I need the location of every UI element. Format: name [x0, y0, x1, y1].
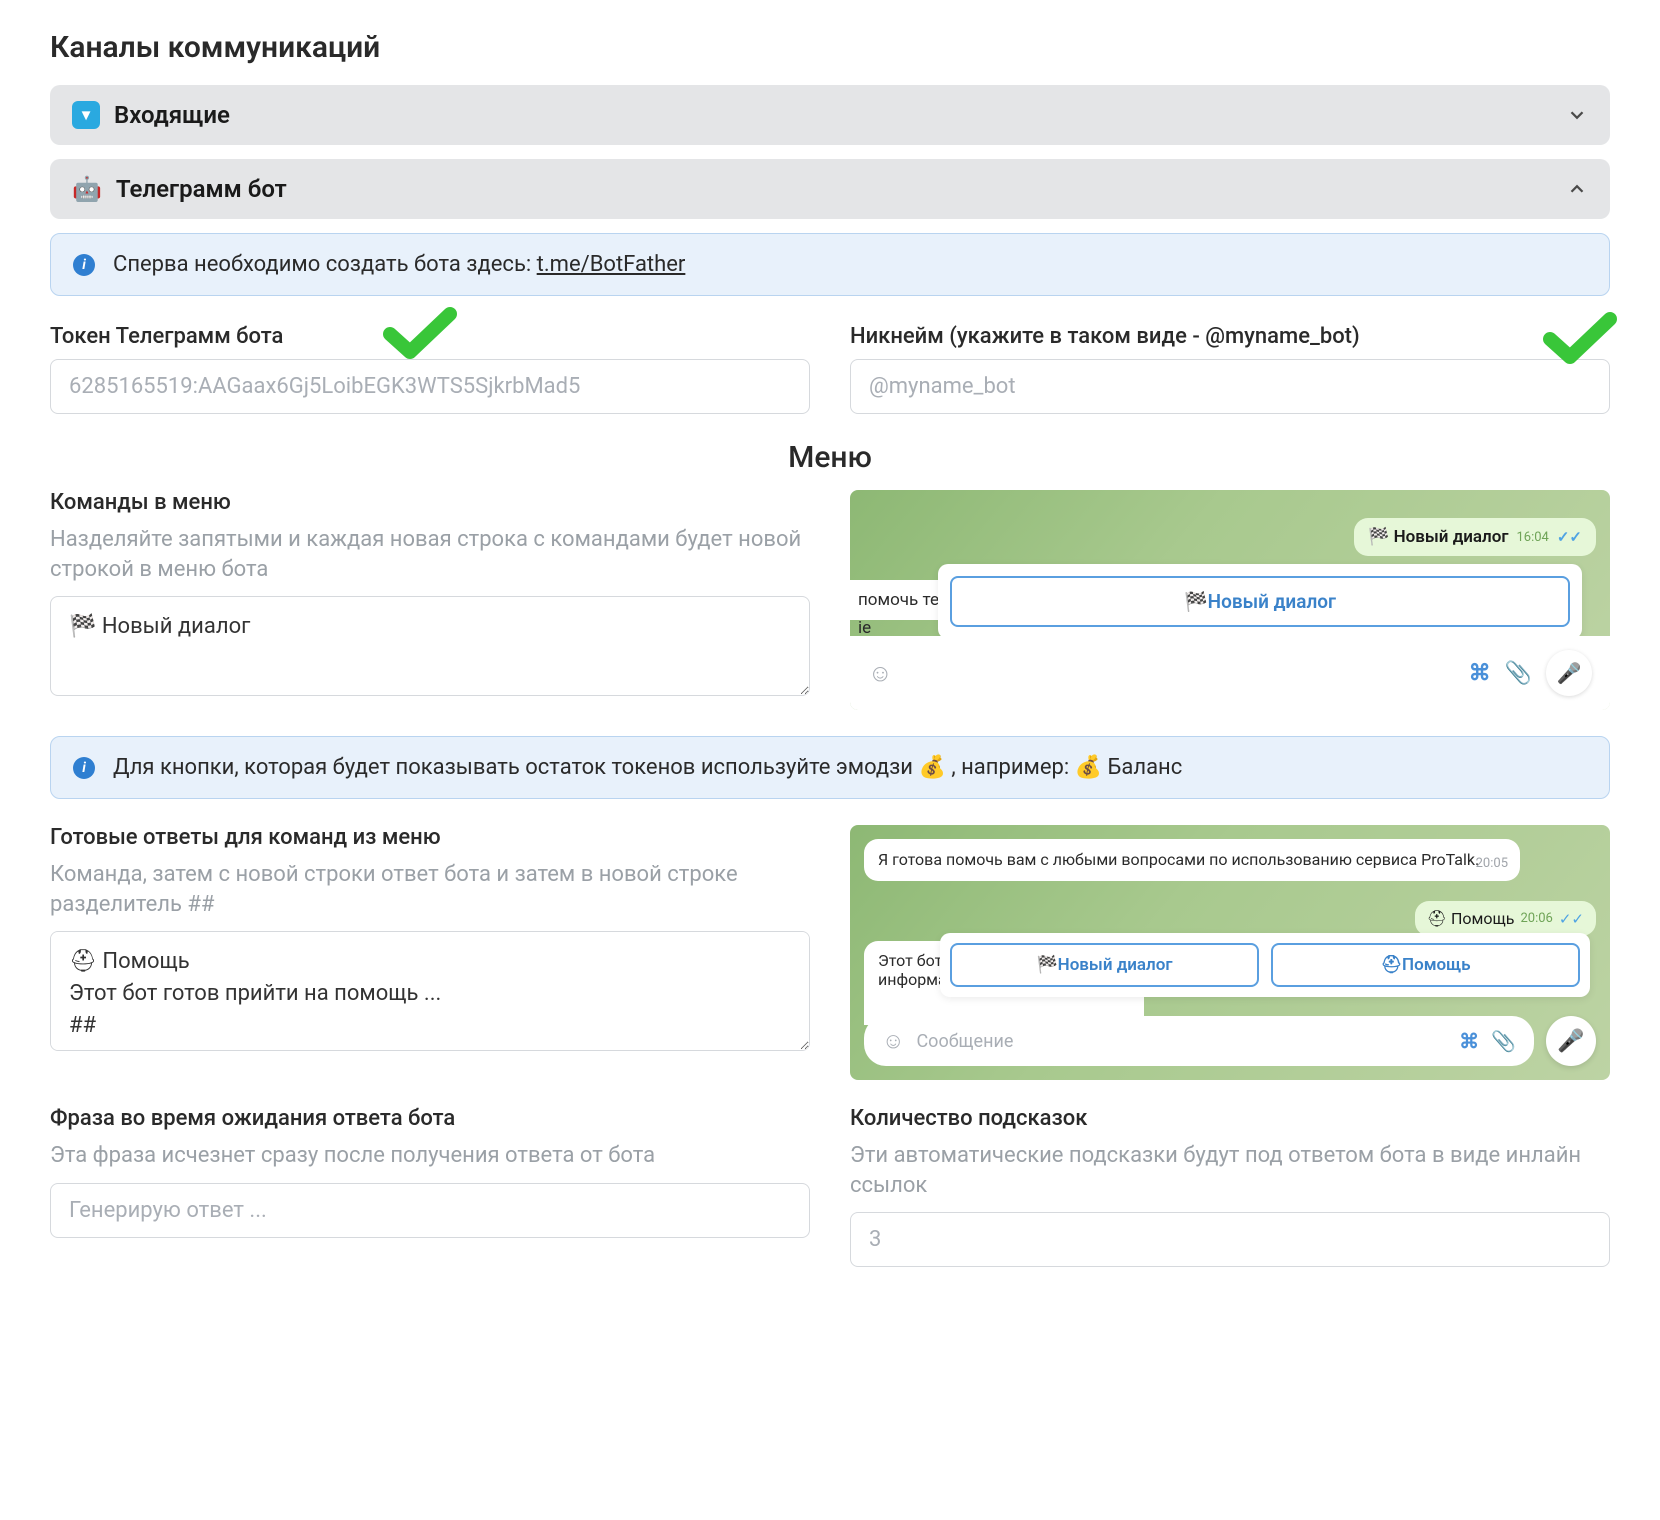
mic-icon[interactable]: 🎤 — [1546, 1016, 1596, 1066]
botfather-link[interactable]: t.me/BotFather — [537, 252, 686, 277]
section-title: Каналы коммуникаций — [50, 30, 1610, 65]
info-text: Сперва необходимо создать бота здесь: — [113, 252, 537, 277]
tg-inline-button[interactable]: 🏁Новый диалог — [950, 576, 1570, 627]
menu-title: Меню — [50, 440, 1610, 475]
tg-incoming-message: Я готова помочь вам с любыми вопросами п… — [864, 839, 1520, 881]
nickname-input[interactable] — [850, 359, 1610, 414]
chevron-down-icon — [1566, 104, 1588, 126]
tg-truncated-text: іе — [850, 618, 871, 638]
moneybag-emoji: 💰 — [918, 755, 945, 780]
read-checks-icon: ✓✓ — [1557, 528, 1582, 546]
hints-hint: Эти автоматические подсказки будут под о… — [850, 1141, 1610, 1200]
emoji-icon[interactable]: ☺ — [868, 659, 893, 688]
checkmark-icon — [380, 304, 460, 364]
token-label: Токен Телеграмм бота — [50, 324, 810, 349]
waiting-input[interactable] — [50, 1183, 810, 1238]
nickname-label: Никнейм (укажите в таком виде - @myname_… — [850, 324, 1610, 349]
commands-textarea[interactable] — [50, 596, 810, 696]
preview-answers: Я готова помочь вам с любыми вопросами п… — [850, 825, 1610, 1080]
tg-outgoing-message: ⛑ Помощь 20:06 ✓✓ — [1415, 901, 1596, 936]
info-banner-botfather: i Сперва необходимо создать бота здесь: … — [50, 233, 1610, 296]
read-checks-icon: ✓✓ — [1559, 910, 1584, 928]
tg-input-bar: ☺ ⌘ 📎 🎤 — [850, 636, 1610, 710]
attachment-icon[interactable]: 📎 — [1491, 1029, 1516, 1053]
waiting-label: Фраза во время ожидания ответа бота — [50, 1106, 810, 1131]
info-banner-balance: i Для кнопки, которая будет показывать о… — [50, 736, 1610, 799]
chevron-up-icon — [1566, 178, 1588, 200]
tg-inline-button[interactable]: 🏁Новый диалог — [950, 943, 1259, 987]
hints-input[interactable] — [850, 1212, 1610, 1267]
answers-textarea[interactable] — [50, 931, 810, 1051]
hints-label: Количество подсказок — [850, 1106, 1610, 1131]
info-icon: i — [73, 254, 95, 276]
accordion-incoming-label: Входящие — [114, 101, 230, 129]
bot-icon: 🤖 — [72, 175, 102, 203]
moneybag-emoji: 💰 — [1075, 755, 1102, 780]
accordion-incoming[interactable]: ▼ Входящие — [50, 85, 1610, 145]
answers-hint: Команда, затем с новой строки ответ бота… — [50, 860, 810, 919]
command-icon[interactable]: ⌘ — [1459, 1029, 1479, 1053]
accordion-telegram-label: Телеграмм бот — [116, 175, 287, 203]
preview-menu: помочь те 🏁 Новый диалог 16:04 ✓✓ 🏁Новый… — [850, 490, 1610, 710]
emoji-icon[interactable]: ☺ — [882, 1028, 904, 1054]
accordion-telegram[interactable]: 🤖 Телеграмм бот — [50, 159, 1610, 219]
info-icon: i — [73, 757, 95, 779]
tg-inline-keyboard: 🏁Новый диалог ⛑Помощь — [940, 933, 1590, 997]
tg-inline-keyboard: 🏁Новый диалог — [938, 564, 1582, 639]
token-input[interactable] — [50, 359, 810, 414]
answers-label: Готовые ответы для команд из меню — [50, 825, 810, 850]
attachment-icon[interactable]: 📎 — [1505, 661, 1532, 686]
mic-icon[interactable]: 🎤 — [1546, 650, 1592, 696]
commands-label: Команды в меню — [50, 490, 810, 515]
tg-truncated-text: помочь те — [850, 580, 950, 620]
tg-input-bar: ☺ Сообщение ⌘ 📎 — [864, 1016, 1534, 1066]
waiting-hint: Эта фраза исчезнет сразу после получения… — [50, 1141, 810, 1171]
command-icon[interactable]: ⌘ — [1469, 661, 1491, 686]
tg-outgoing-message: 🏁 Новый диалог 16:04 ✓✓ — [1354, 518, 1596, 556]
incoming-icon: ▼ — [72, 101, 100, 129]
tg-inline-button[interactable]: ⛑Помощь — [1271, 943, 1580, 987]
commands-hint: Назделяйте запятыми и каждая новая строк… — [50, 525, 810, 584]
